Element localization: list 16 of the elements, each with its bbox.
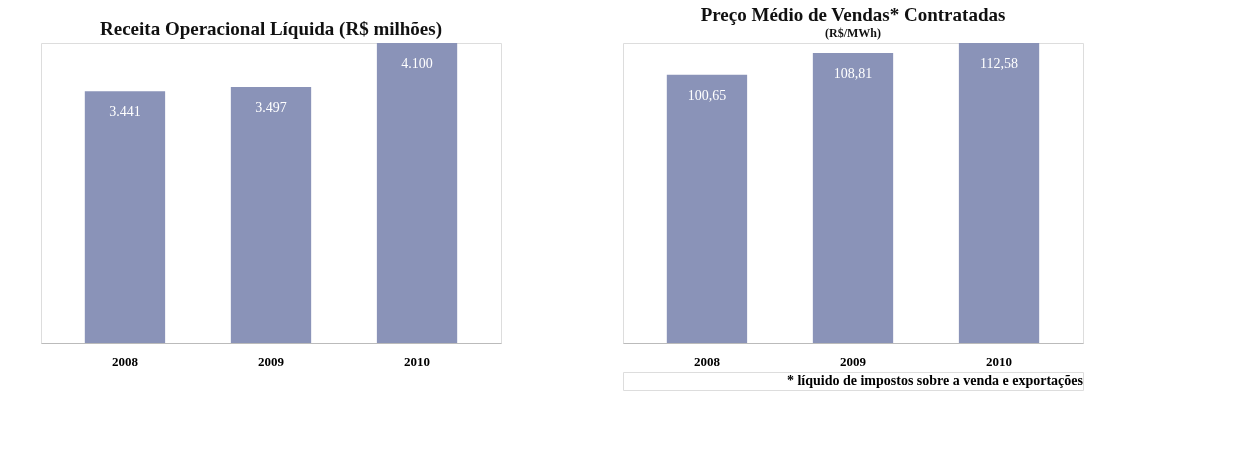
data-label: 112,58 bbox=[980, 56, 1019, 71]
x-tick-label: 2009 bbox=[840, 353, 867, 369]
text: * líquido de impostos sobre a venda e exportações bbox=[786, 373, 1084, 388]
data-label: 4.100 bbox=[401, 56, 433, 71]
chart-subtitle: (R$/MWh) bbox=[825, 26, 881, 40]
x-tick-label: 2010 bbox=[404, 353, 431, 369]
x-tick-label: 2008 bbox=[111, 353, 139, 369]
data-label: 3.497 bbox=[255, 100, 287, 116]
x-tick-label: 2009 bbox=[258, 353, 285, 369]
data-label: 100,65 bbox=[687, 87, 727, 103]
data-label: 108,81 bbox=[833, 66, 873, 82]
chart-title: Preço Médio de Vendas* Contratadas bbox=[700, 4, 1006, 25]
x-tick-label: 2010 bbox=[986, 353, 1013, 369]
x-tick-label: 2008 bbox=[693, 353, 721, 369]
chart-title: Receita Operacional Líquida (R$ milhões) bbox=[100, 18, 442, 40]
data-label: 3.441 bbox=[109, 104, 141, 120]
